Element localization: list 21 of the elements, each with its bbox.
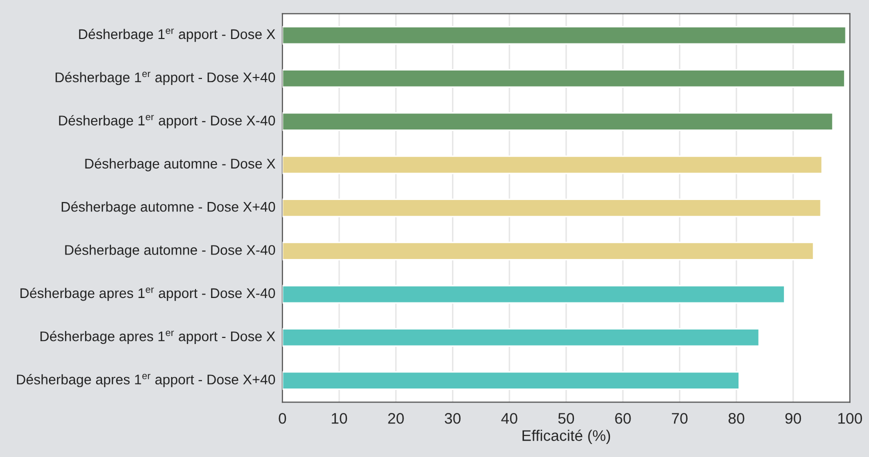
x-tick-label: 80 (728, 412, 744, 424)
y-tick-label: Désherbage 1$^{er}$ apport - Dose X-40 (59, 114, 276, 128)
x-tick-label: 20 (388, 412, 404, 424)
y-tick-label: Désherbage automne - Dose X (85, 158, 276, 172)
x-tick-label: 40 (501, 412, 518, 424)
x-axis-title: Efficacité (%) (522, 430, 610, 444)
x-tick-label: 70 (672, 412, 688, 424)
y-tick-label: Désherbage automne - Dose X+40 (62, 201, 276, 214)
y-tick-label: Désherbage apres 1$^{er}$ apport - Dose X+40 (17, 374, 276, 388)
y-tick-label: Désherbage 1$^{er}$ apport - Dose X+40 (56, 72, 276, 86)
x-tick-label: 60 (615, 412, 631, 424)
y-tick-label: Désherbage apres 1$^{er}$ apport - Dose X (40, 330, 276, 344)
y-tick-label: Désherbage apres 1$^{er}$ apport - Dose X-40 (20, 288, 276, 301)
y-tick-label: Désherbage automne - Dose X-40 (65, 244, 276, 258)
y-tick-label: Désherbage 1$^{er}$ apport - Dose X (79, 28, 276, 42)
x-tick-label: 100 (838, 412, 862, 424)
x-tick-label: 0 (278, 412, 286, 424)
x-tick-label: 10 (332, 412, 348, 424)
x-tick-label: 50 (558, 412, 574, 424)
x-tick-label: 30 (444, 412, 461, 424)
x-tick-label: 90 (785, 412, 802, 424)
